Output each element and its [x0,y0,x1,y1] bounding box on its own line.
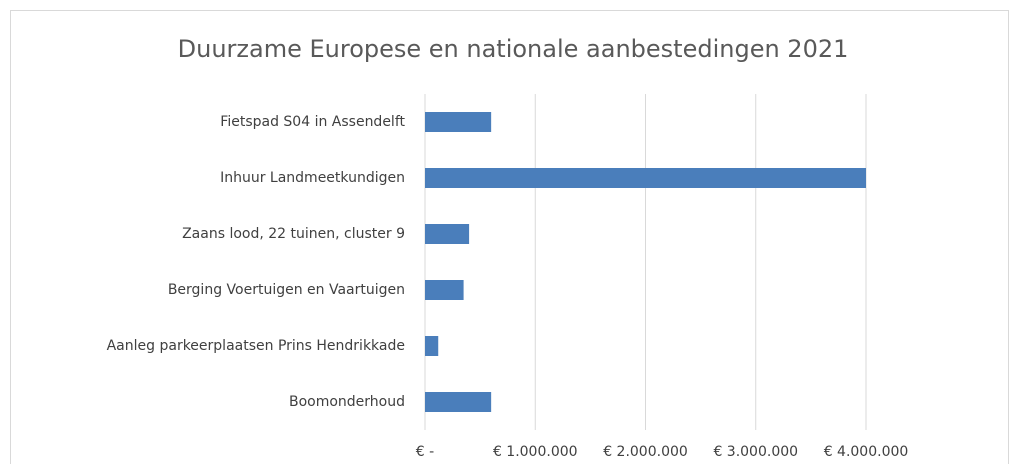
y-tick-label: Zaans lood, 22 tuinen, cluster 9 [182,226,405,242]
y-tick-label: Aanleg parkeerplaatsen Prins Hendrikkade [107,338,405,354]
x-tick-label: € 2.000.000 [603,444,688,460]
bar [425,336,439,356]
x-tick-label: € - [416,444,434,460]
x-tick-label: € 1.000.000 [493,444,578,460]
chart-title: Duurzame Europese en nationale aanbested… [178,35,849,63]
chart-border [10,10,1009,464]
y-tick-label: Inhuur Landmeetkundigen [220,170,405,186]
bar [425,224,470,244]
bar [425,168,866,188]
x-tick-label: € 3.000.000 [713,444,798,460]
bar [425,112,492,132]
y-tick-label: Fietspad S04 in Assendelft [220,114,405,130]
bar [425,280,464,300]
x-tick-label: € 4.000.000 [824,444,909,460]
bar [425,392,492,412]
y-tick-label: Boomonderhoud [289,394,405,410]
y-tick-label: Berging Voertuigen en Vaartuigen [168,282,405,298]
